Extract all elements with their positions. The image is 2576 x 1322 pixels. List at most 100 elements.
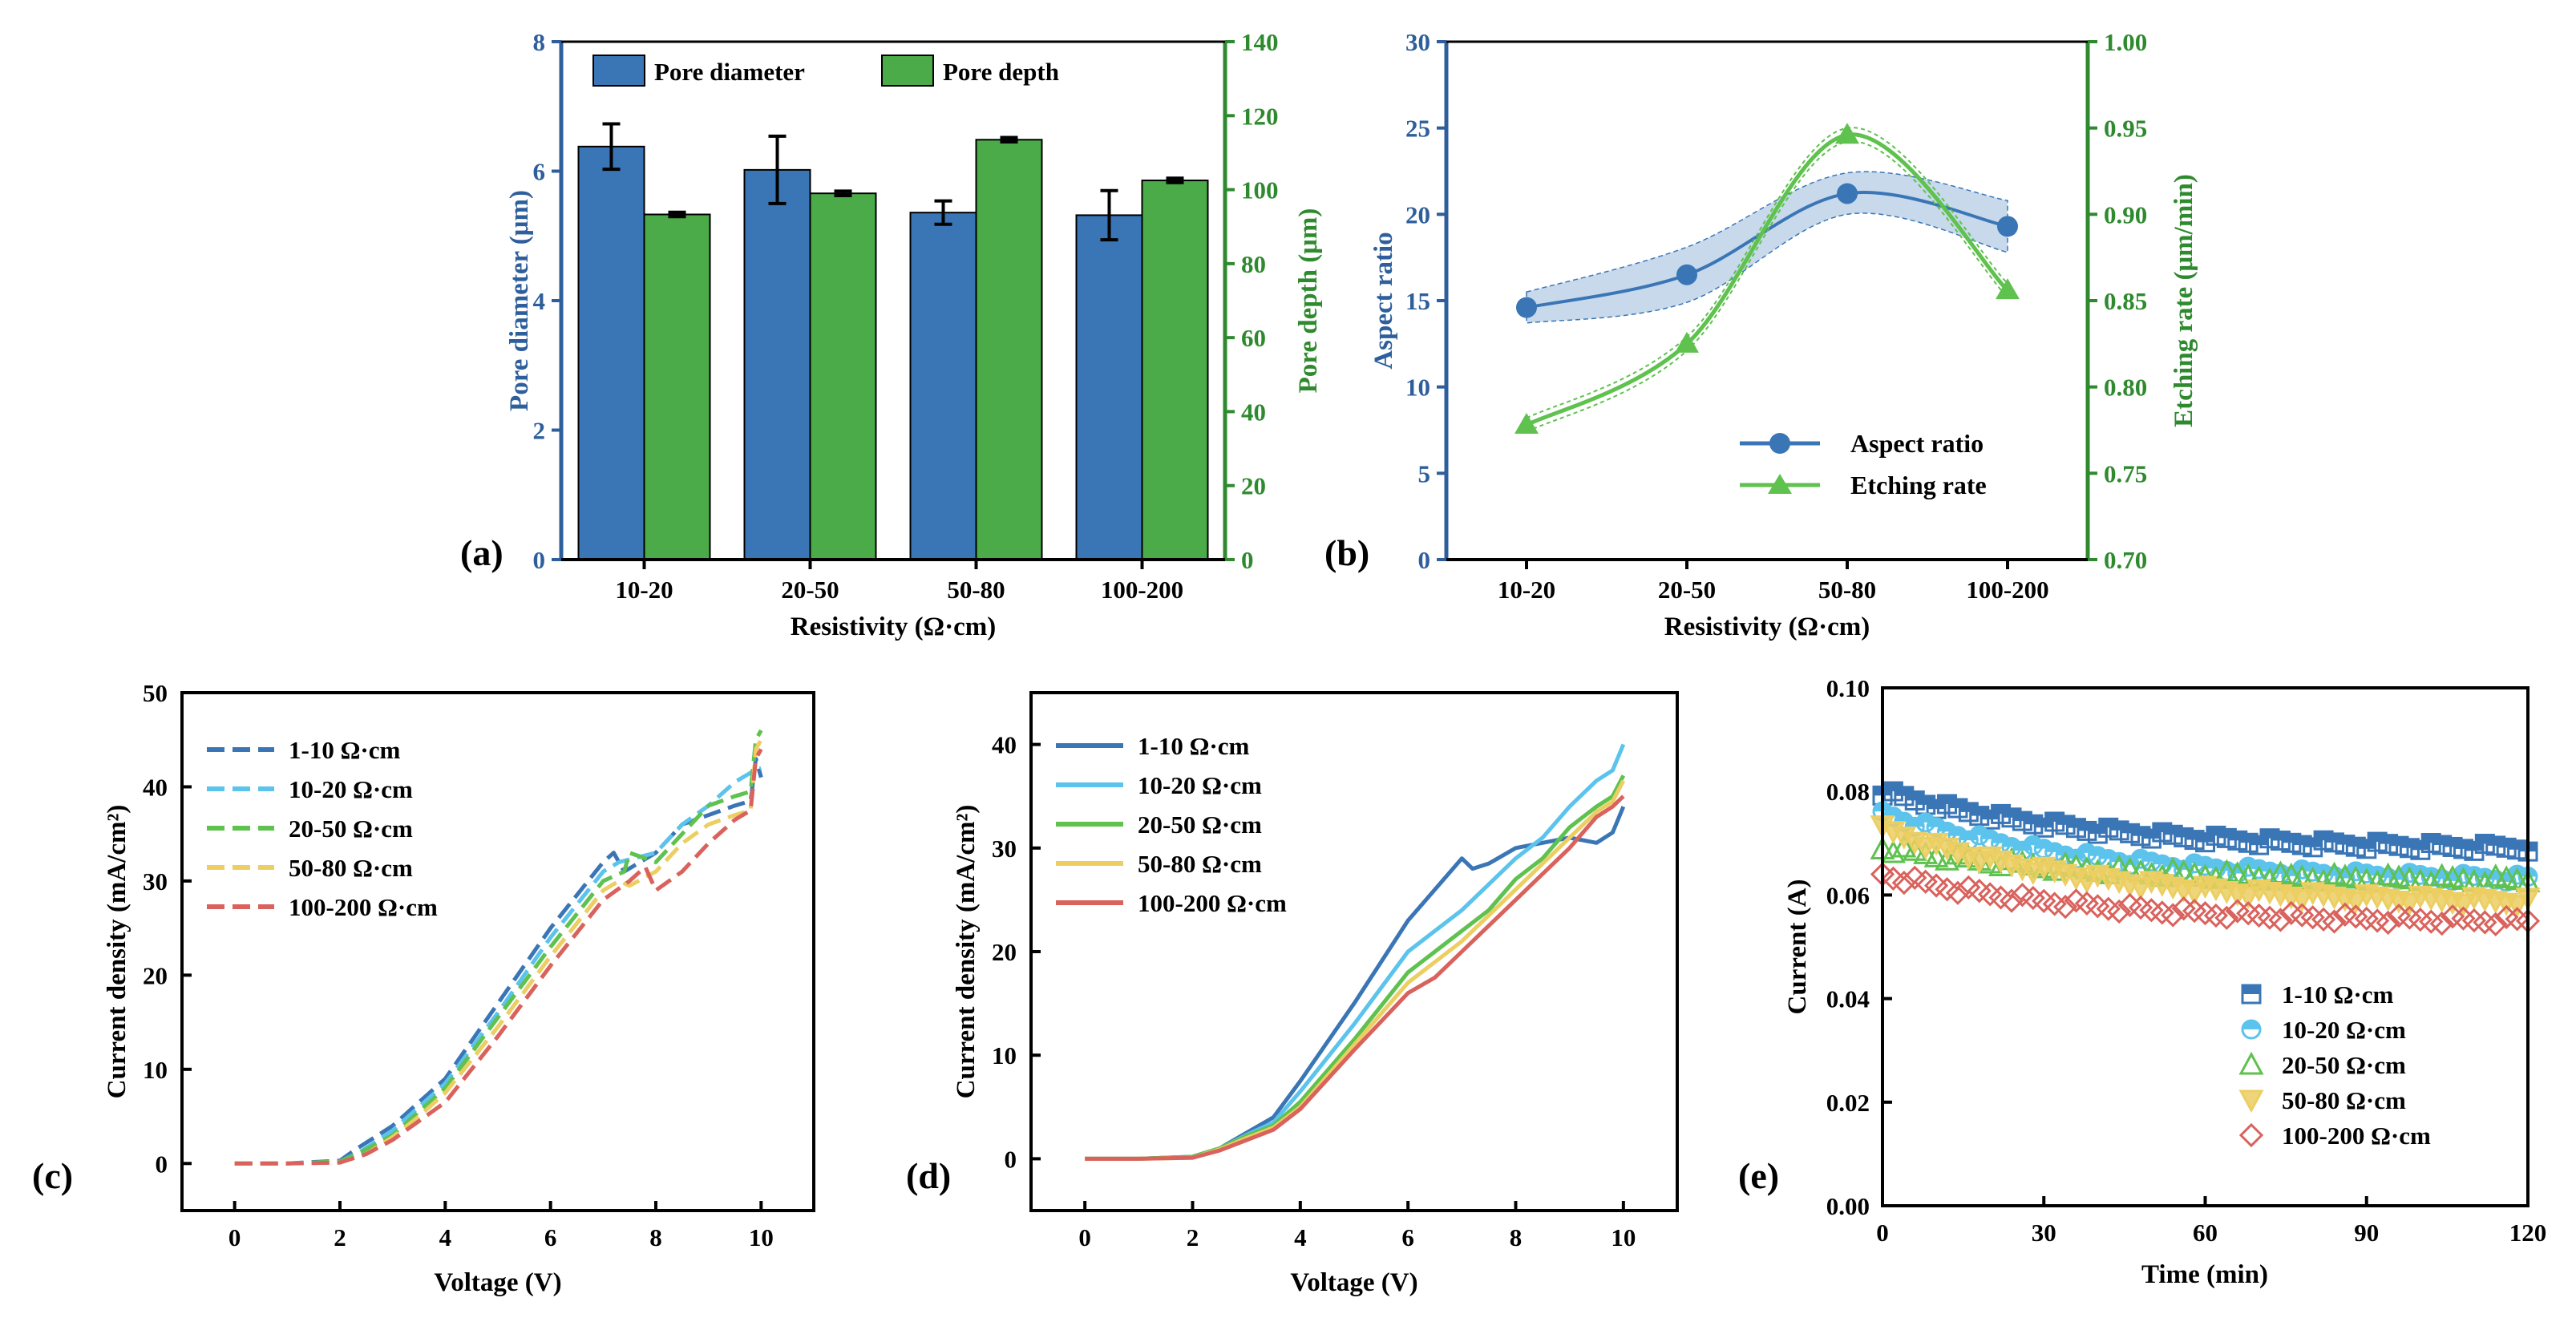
panel-b-ytick-label: 0: [1418, 546, 1431, 574]
panel-d-xlabel: Voltage (V): [1290, 1268, 1417, 1297]
panel-xtick-label: 4: [439, 1223, 452, 1251]
panel-e-point-fill: [2003, 808, 2020, 818]
panel-e-point-fill: [1927, 800, 1946, 810]
panel-e-point: [1999, 888, 2024, 913]
panel-ytick-label: 50: [143, 679, 168, 707]
panel-ytick-label: 10: [992, 1041, 1017, 1069]
panel-e: 0 30 60 90 120 0.00 0.02 0.04 0.06 0.08 0.10 1-10 …: [1738, 674, 2546, 1289]
panel-a-ytick-label: 8: [533, 28, 546, 56]
panel-b-aspect-ratio-point: [1676, 264, 1697, 285]
panel-e-point: [2074, 891, 2100, 916]
panel-a-ylabel: Pore diameter (μm): [505, 190, 534, 411]
panel-e-plot: [1870, 781, 2541, 936]
panel-e-point: [1934, 847, 1960, 871]
panel-e-point-fill: [2045, 812, 2064, 822]
panel-e-ytick-label: 0.04: [1826, 985, 1870, 1013]
panel-e-point: [2096, 896, 2121, 921]
panel-a-bar-pore-depth: [1141, 180, 1209, 561]
panel-b-y2tick-label: 0.70: [2104, 546, 2147, 574]
panel-b-etching-rate-point: [1514, 413, 1539, 435]
panel-e-point: [2107, 899, 2132, 924]
panel-e-point-fill: [2153, 823, 2171, 833]
panel-e-point-fill: [1948, 799, 1967, 809]
panel-a-x-ticks: 10-20 20-50 50-80 100-200: [615, 560, 1183, 604]
panel-e-point-fill: [2099, 819, 2117, 828]
panel-e-point: [2139, 898, 2164, 923]
panel-e-point-fill: [2056, 815, 2075, 825]
panel-c-xlabel: Voltage (V): [434, 1268, 561, 1297]
panel-b-aspect-ratio-point: [1997, 216, 2018, 237]
panel-e-point-fill: [2293, 836, 2311, 846]
panel-b-y2label: Etching rate (μm/min): [2170, 174, 2198, 427]
panel-b: 0 5 10 15 20 25 30 0.70 0.75 0.80 0.85 0.90 0.95 1.00…: [1324, 28, 2198, 641]
panel-e-point-fill: [1884, 782, 1903, 792]
panel-e-point-fill: [2089, 825, 2107, 835]
panel-e-point-fill: [2432, 835, 2451, 845]
panel-e-xlabel: Time (min): [2141, 1260, 2268, 1289]
panel-e-point: [1903, 865, 1927, 890]
panel-a-bar-pore-diameter: [1075, 214, 1143, 560]
panel-b-y2tick-label: 0.90: [2104, 200, 2147, 228]
panel-e-point-fill: [2379, 835, 2397, 844]
panel-c-legend: 1-10 Ω·cm 10-20 Ω·cm 20-50 Ω·cm 50-80 Ω·cm 1…: [207, 736, 438, 921]
panel-a-y2label: Pore depth (μm): [1294, 208, 1323, 394]
legend-label-4: 100-200 Ω·cm: [1138, 889, 1287, 917]
panel-b-ticks: 0 5 10 15 20 25 30 0.70 0.75 0.80 0.85 0.90 0.95 1.00…: [1405, 28, 2147, 604]
panel-a-y2tick-label: 120: [1241, 102, 1279, 130]
panel-a-errorbar: [602, 122, 621, 172]
panel-b-plot: [1514, 123, 2020, 435]
panel-e-point-fill: [2454, 839, 2473, 849]
panel-d-frame: [1029, 691, 1679, 1212]
panel-e-point: [2483, 912, 2508, 936]
legend-marker-3: [2238, 1090, 2264, 1114]
panel-e-point: [2354, 906, 2379, 932]
series-line-1: [1085, 743, 1626, 1161]
panel-e-point-fill: [2206, 827, 2225, 836]
panel-e-point: [2193, 901, 2218, 926]
panel-xtick-label: 2: [334, 1223, 346, 1251]
legend-marker-etching-rate: [1768, 474, 1792, 494]
panel-e-point-fill: [2411, 841, 2429, 851]
series-line-2: [234, 729, 763, 1166]
legend-marker-0-fill: [2242, 985, 2260, 994]
panel-e-point-fill: [1981, 811, 2000, 820]
panel-e-point-fill: [2186, 831, 2204, 840]
legend-marker-aspect-ratio: [1769, 433, 1790, 454]
panel-a-y2tick-label: 40: [1241, 398, 1266, 426]
panel-e-ytick-label: 0.08: [1826, 778, 1870, 806]
panel-e-point-fill: [2465, 842, 2483, 851]
panel-e-point-fill: [1938, 795, 1956, 805]
legend-label-3: 50-80 Ω·cm: [2282, 1086, 2406, 1114]
panel-b-ytick-label: 5: [1418, 459, 1431, 487]
panel-b-xtick-label: 50-80: [1818, 576, 1876, 604]
panel-a-y2tick-label: 20: [1241, 472, 1266, 500]
panel-c-frame: [180, 691, 815, 1212]
panel-e-point-fill: [2303, 838, 2322, 847]
panel-xtick-label: 2: [1187, 1223, 1199, 1251]
panel-b-aspect-ratio-point: [1837, 183, 1858, 204]
panel-b-etching-rate-point: [1996, 278, 2020, 300]
panel-a-left-ticks: 0 2 4 6 8: [533, 28, 561, 574]
panel-b-ytick-label: 15: [1405, 287, 1430, 315]
panel-d-plot: [1085, 743, 1626, 1161]
panel-e-point-fill: [2390, 837, 2408, 847]
legend-label-4: 100-200 Ω·cm: [289, 893, 438, 921]
panel-e-point: [2161, 903, 2186, 928]
panel-a-ytick-label: 0: [533, 546, 546, 574]
panel-a-errorbar: [1100, 188, 1118, 242]
panel-a-ytick-label: 4: [533, 287, 546, 315]
panel-d-ticks: 0 2 4 6 8 10 0 10 20 30 40: [992, 731, 1636, 1251]
legend-label-pore-diameter: Pore diameter: [654, 58, 805, 86]
panel-e-point: [2300, 905, 2325, 930]
panel-a-y2tick-label: 80: [1241, 250, 1266, 278]
panel-e-point: [2343, 891, 2368, 915]
panel-a-y2tick-label: 140: [1241, 28, 1279, 56]
panel-e-ylabel: Current (A): [1783, 879, 1812, 1015]
panel-e-point-fill: [2325, 833, 2343, 843]
panel-e-point-fill: [1992, 805, 2010, 815]
panel-e-point-fill: [2132, 827, 2149, 836]
series-line-0: [234, 756, 763, 1166]
panel-e-point: [2203, 903, 2229, 928]
panel-a-bar-pore-diameter: [577, 145, 645, 560]
